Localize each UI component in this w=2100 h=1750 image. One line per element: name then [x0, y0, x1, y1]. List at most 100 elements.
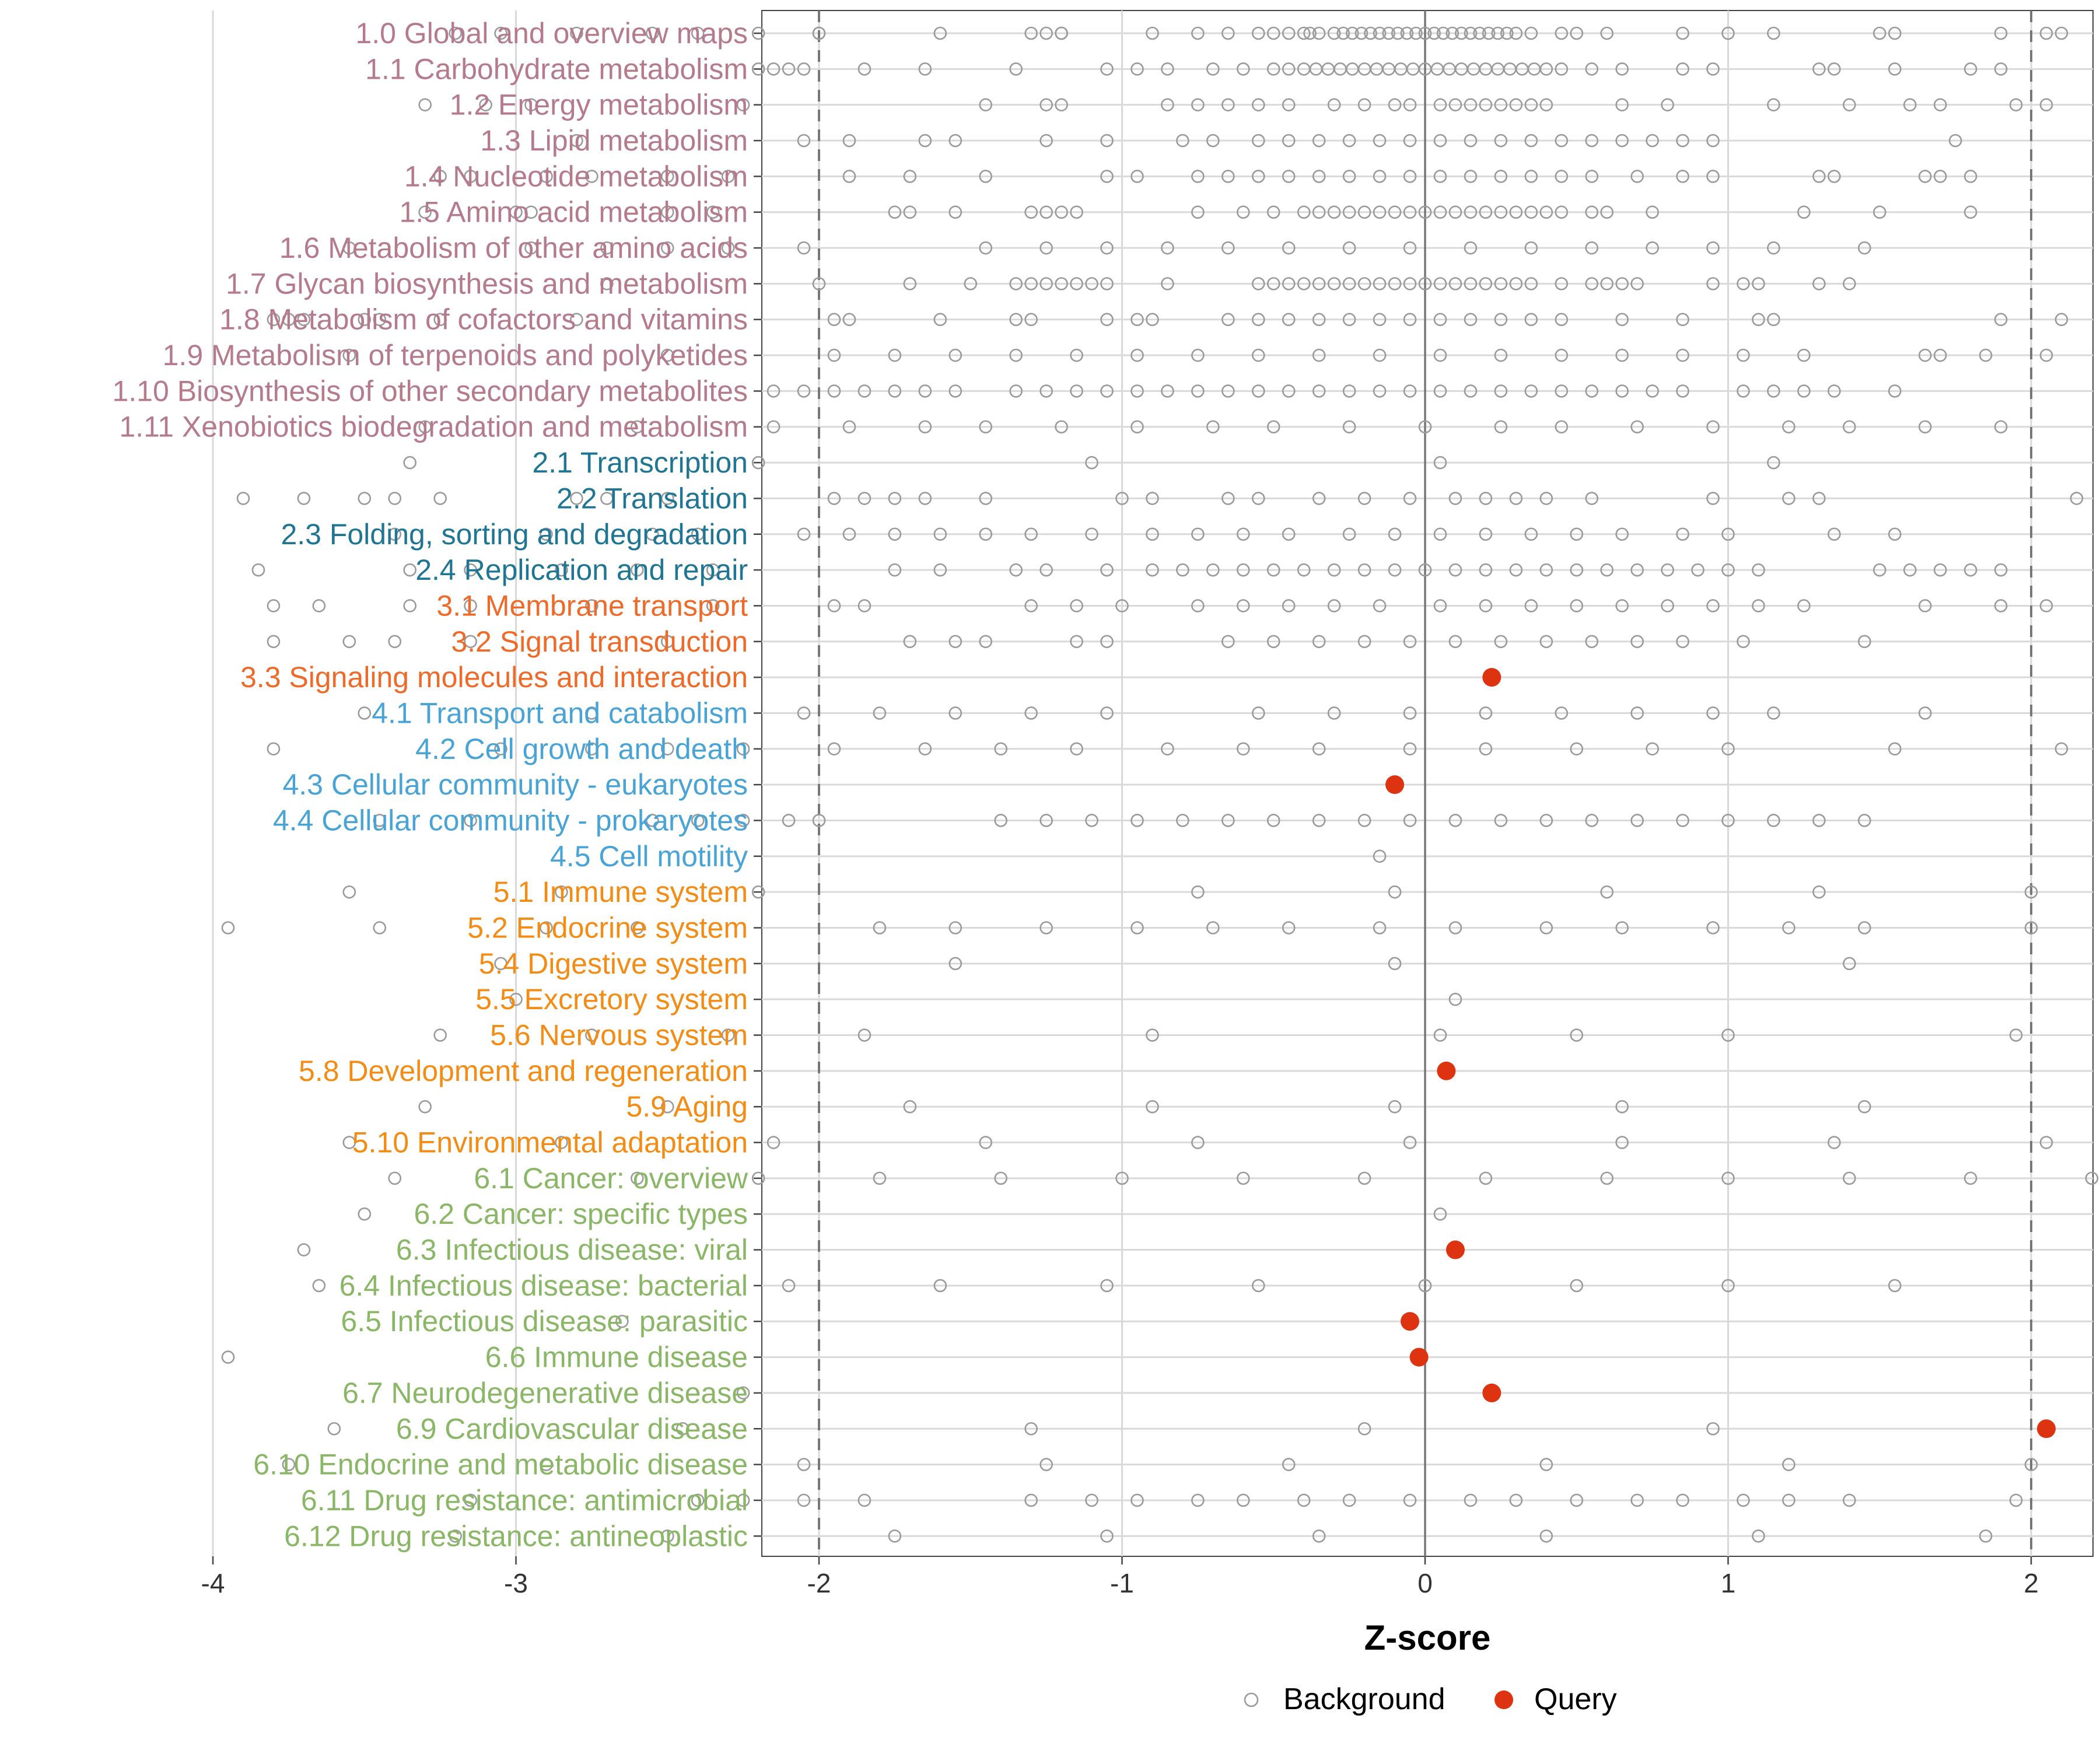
background-point [888, 348, 902, 362]
background-point [2039, 348, 2053, 362]
background-point [1297, 563, 1311, 577]
background-point [494, 26, 508, 40]
background-point [1327, 26, 1341, 40]
background-point [1570, 1279, 1584, 1293]
background-point [600, 492, 614, 505]
background-point [964, 277, 978, 290]
background-point [979, 635, 993, 649]
background-point [1873, 26, 1887, 40]
background-point [1024, 1422, 1038, 1436]
x-axis-title: Z-score [1364, 1618, 1491, 1657]
background-point [1391, 26, 1405, 40]
background-point [1455, 26, 1468, 40]
background-point [1342, 170, 1356, 183]
background-point [1721, 1279, 1735, 1293]
background-point [918, 492, 932, 505]
category-label: 3.3 Signaling molecules and interaction [240, 661, 748, 694]
background-point [1479, 492, 1493, 505]
background-point [418, 420, 432, 434]
background-point [1752, 1529, 1765, 1543]
background-point [1691, 563, 1704, 577]
background-point [827, 599, 841, 612]
background-point [1040, 921, 1053, 935]
background-point [1524, 170, 1538, 183]
background-point [842, 170, 856, 183]
background-point [1206, 921, 1220, 935]
background-point [1767, 98, 1780, 111]
background-point [1433, 1207, 1447, 1221]
background-point [1482, 26, 1496, 40]
background-point [1146, 1028, 1159, 1042]
background-point [1346, 26, 1359, 40]
background-point [1251, 706, 1265, 720]
background-point [1464, 205, 1478, 219]
category-label: 6.10 Endocrine and metabolic disease [253, 1448, 748, 1481]
background-point [1600, 26, 1614, 40]
background-point [1509, 1493, 1523, 1507]
background-point [1737, 1493, 1750, 1507]
background-point [1146, 527, 1159, 541]
legend: Background Query [1244, 1682, 1617, 1716]
query-point [1385, 775, 1405, 794]
x-tick-label: -2 [807, 1568, 831, 1598]
background-point [1237, 527, 1250, 541]
background-point [1427, 26, 1441, 40]
category-label: 6.4 Infectious disease: bacterial [340, 1269, 748, 1302]
background-point [645, 527, 659, 541]
background-point [1828, 527, 1841, 541]
background-point [842, 420, 856, 434]
background-point [373, 921, 387, 935]
background-point [1918, 348, 1932, 362]
background-point [1448, 921, 1462, 935]
background-point [1555, 170, 1569, 183]
background-point [1918, 170, 1932, 183]
background-point [1524, 134, 1538, 148]
background-point [1479, 1171, 1493, 1185]
category-label: 1.6 Metabolism of other amino acids [279, 232, 748, 264]
background-point [903, 277, 917, 290]
background-point [1342, 527, 1356, 541]
query-point [2036, 1419, 2056, 1438]
background-point [1585, 635, 1599, 649]
background-point [342, 885, 356, 899]
background-point [1100, 277, 1114, 290]
background-point [1303, 26, 1317, 40]
background-point [1812, 814, 1826, 827]
background-point [1040, 134, 1053, 148]
background-point [645, 26, 659, 40]
background-point [1266, 814, 1280, 827]
background-point [1251, 170, 1265, 183]
background-point [1585, 492, 1599, 505]
background-point [1237, 742, 1250, 756]
background-point [1585, 134, 1599, 148]
background-point [1752, 599, 1765, 612]
background-point [1646, 205, 1659, 219]
background-point [1585, 62, 1599, 76]
background-point [540, 1458, 553, 1471]
background-point [873, 921, 887, 935]
background-point [358, 313, 372, 327]
background-point [797, 1493, 811, 1507]
background-point [766, 384, 780, 398]
background-point [282, 313, 296, 327]
background-point [1222, 384, 1235, 398]
background-point [1433, 170, 1447, 183]
background-point [949, 134, 963, 148]
background-point [1570, 1493, 1584, 1507]
background-point [1282, 170, 1296, 183]
background-point [1297, 1493, 1311, 1507]
background-point [267, 599, 281, 612]
background-point [1828, 384, 1841, 398]
background-point [1040, 277, 1053, 290]
background-point [1767, 456, 1780, 470]
background-point [1933, 348, 1947, 362]
background-point [1403, 384, 1417, 398]
x-tick-label: -3 [504, 1568, 528, 1598]
background-point [903, 170, 917, 183]
background-point [1146, 492, 1159, 505]
background-point [1706, 277, 1720, 290]
background-point [1191, 348, 1205, 362]
background-point [1767, 26, 1780, 40]
background-point [736, 814, 750, 827]
